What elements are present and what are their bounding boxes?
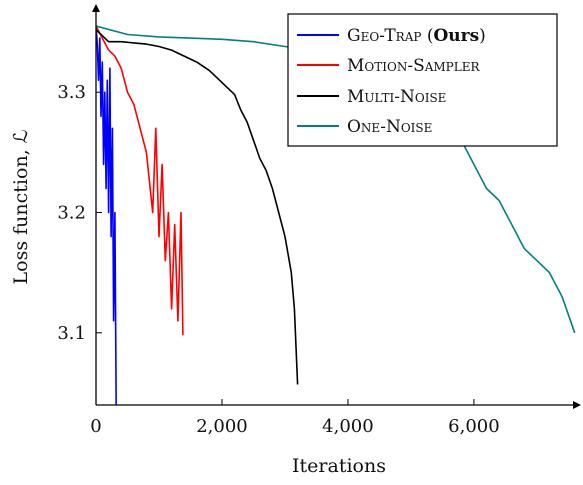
- y-tick-label: 3.1: [57, 323, 86, 344]
- legend-label-geo-trap-bold: Ours: [433, 26, 479, 46]
- y-tick-label: 3.2: [57, 203, 86, 224]
- series-line-multi-noise: [96, 29, 299, 385]
- axes: [92, 4, 581, 409]
- x-tick-label: 6,000: [448, 416, 500, 437]
- x-tick-label: 4,000: [322, 416, 374, 437]
- y-axis-title: Loss function, ℒ: [10, 130, 32, 285]
- legend-label-geo-trap: Geo-Trap (Ours): [347, 26, 486, 46]
- legend: Geo-Trap (Ours) Motion-Sampler Multi-Noi…: [287, 13, 558, 147]
- series-line-geo-trap-ours: [96, 25, 117, 405]
- legend-label-geo-trap-prefix: Geo-Trap (: [347, 26, 433, 46]
- x-axis-title: Iterations: [292, 455, 386, 477]
- legend-label-geo-trap-suffix: ): [479, 26, 486, 46]
- x-tick-label: 0: [90, 416, 101, 437]
- legend-label-one-noise: One-Noise: [347, 117, 432, 137]
- y-axis-arrow-icon: [92, 4, 100, 12]
- y-tick-label: 3.3: [57, 82, 86, 103]
- x-tick-label: 2,000: [196, 416, 248, 437]
- legend-label-multi-noise: Multi-Noise: [347, 87, 446, 107]
- legend-label-motion-sampler: Motion-Sampler: [347, 56, 480, 76]
- series-line-motion-sampler: [96, 25, 184, 336]
- x-axis-arrow-icon: [573, 401, 581, 409]
